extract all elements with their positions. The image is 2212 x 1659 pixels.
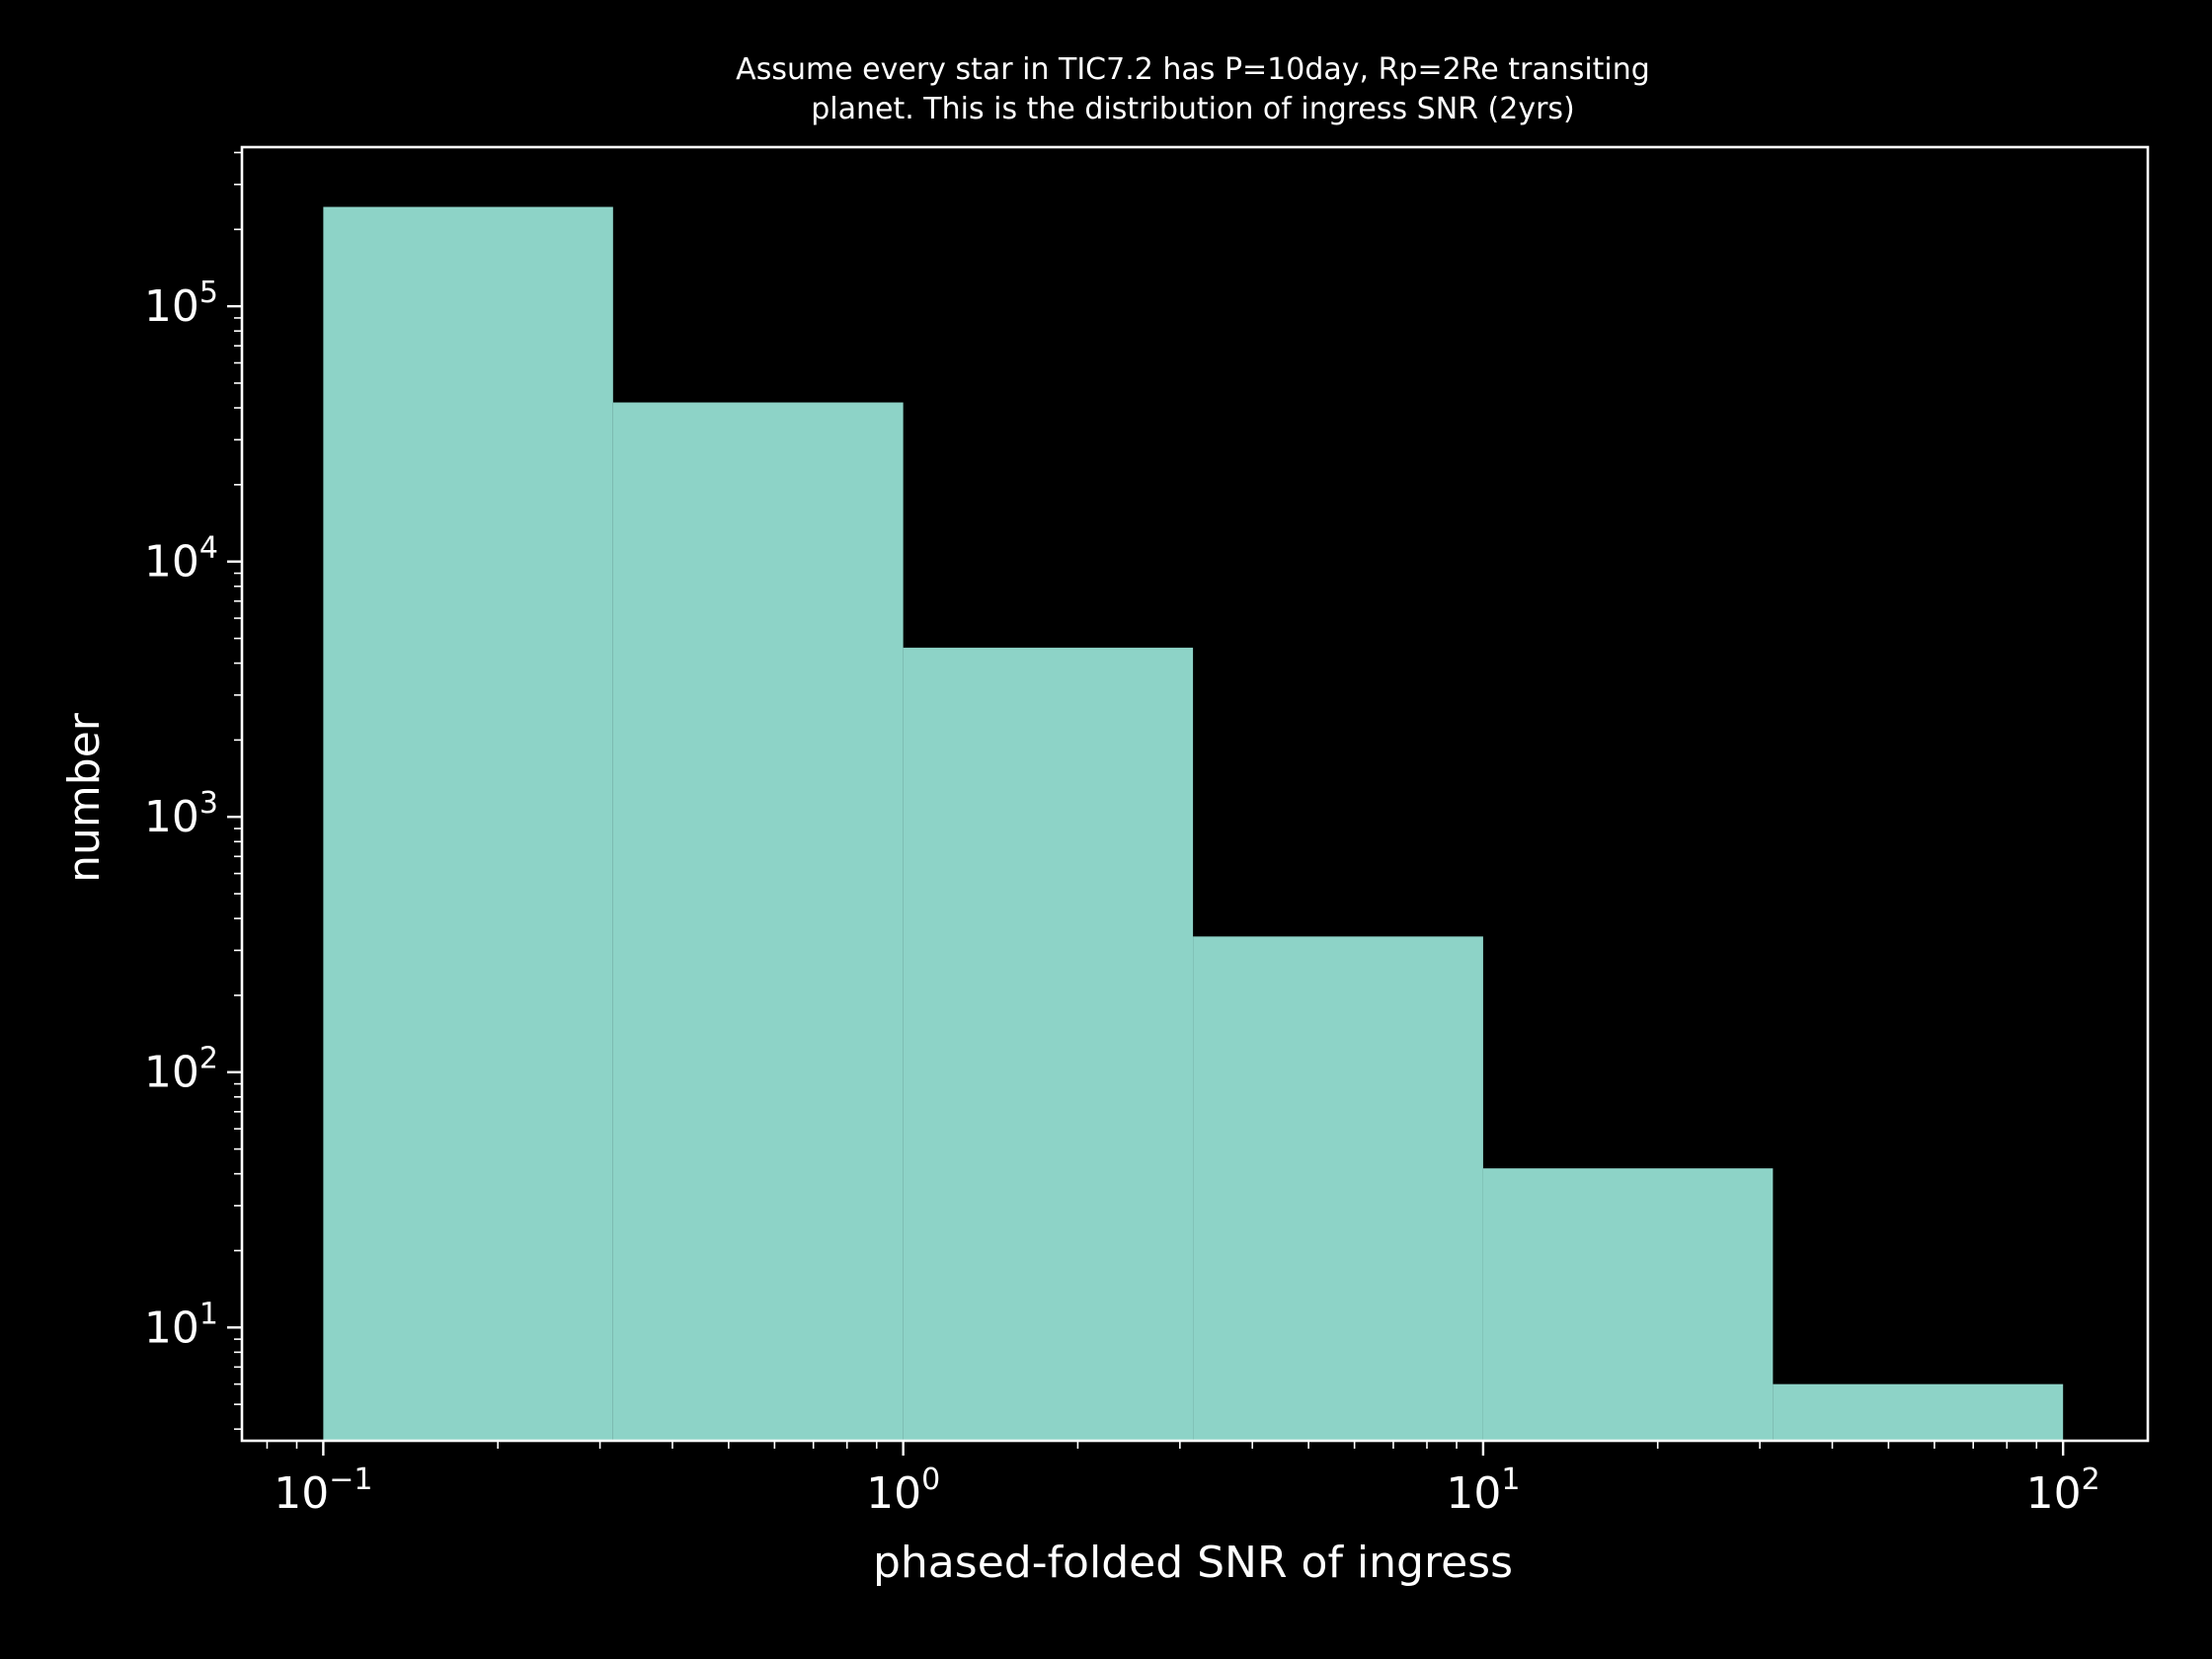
y-axis-label: number — [59, 712, 110, 883]
x-axis-label: phased-folded SNR of ingress — [873, 1538, 1513, 1588]
plot-frame — [240, 145, 2150, 1443]
x-tick-label: 100 — [866, 1462, 940, 1519]
histogram-bar-1 — [323, 206, 613, 1441]
ticks-layer: 10−1 100 101 102 101 102 103 104 105 — [144, 151, 2100, 1519]
y-tick-label: 103 — [144, 786, 218, 842]
bars-layer — [323, 206, 2064, 1441]
x-tick-label: 101 — [1446, 1462, 1520, 1519]
histogram-bar-3 — [903, 647, 1194, 1441]
histogram-bar-4 — [1193, 936, 1483, 1441]
y-tick-label: 102 — [144, 1042, 218, 1098]
histogram-bar-6 — [1773, 1383, 2064, 1441]
histogram-bar-2 — [612, 402, 904, 1441]
chart-title-line-1: Assume every star in TIC7.2 has P=10day,… — [736, 52, 1650, 87]
y-tick-label: 101 — [144, 1297, 218, 1353]
histogram-bar-5 — [1482, 1168, 1774, 1441]
chart-title-line-2: planet. This is the distribution of ingr… — [811, 92, 1575, 126]
y-tick-label: 105 — [144, 276, 218, 332]
x-tick-label: 102 — [2026, 1462, 2100, 1519]
x-tick-label: 10−1 — [274, 1462, 372, 1519]
y-tick-label: 104 — [144, 531, 218, 588]
